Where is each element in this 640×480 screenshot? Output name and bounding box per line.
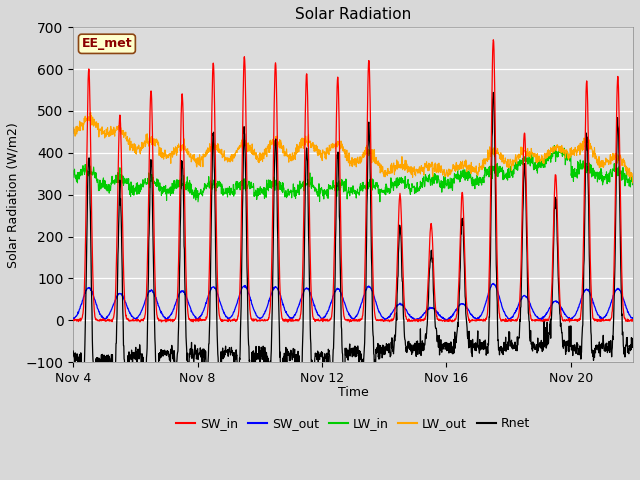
LW_out — [87, 109, 95, 115]
SW_in — [466, 320, 474, 325]
SW_out — [310, 300, 317, 306]
Text: EE_met: EE_met — [82, 37, 132, 50]
SW_out — [629, 315, 637, 321]
LW_out — [429, 166, 437, 171]
SW_out — [69, 315, 77, 321]
Rnet — [553, 210, 561, 216]
Rnet — [69, 348, 77, 354]
SW_in — [429, 252, 437, 258]
SW_in — [553, 186, 561, 192]
LW_in — [550, 143, 558, 148]
SW_in — [102, 317, 110, 323]
LW_in — [367, 181, 375, 187]
SW_in — [310, 316, 317, 322]
SW_out — [429, 306, 437, 312]
LW_out — [629, 180, 637, 186]
Rnet — [103, 352, 111, 358]
SW_out — [319, 316, 326, 322]
LW_out — [629, 176, 637, 182]
LW_in — [194, 199, 202, 204]
Title: Solar Radiation: Solar Radiation — [295, 7, 412, 22]
LW_in — [319, 193, 326, 199]
Rnet — [310, 374, 317, 380]
SW_out — [443, 317, 451, 323]
LW_out — [367, 147, 375, 153]
SW_out — [553, 299, 561, 305]
SW_out — [367, 286, 375, 291]
LW_out — [552, 148, 560, 154]
Rnet — [367, 254, 375, 260]
Rnet — [93, 391, 100, 396]
SW_in — [367, 167, 375, 173]
SW_in — [319, 318, 326, 324]
LW_out — [69, 131, 77, 136]
Y-axis label: Solar Radiation (W/m2): Solar Radiation (W/m2) — [7, 122, 20, 267]
Rnet — [629, 336, 637, 342]
LW_in — [553, 149, 561, 155]
Line: SW_out: SW_out — [73, 284, 633, 320]
SW_in — [490, 37, 497, 43]
Rnet — [319, 359, 326, 364]
LW_in — [310, 183, 317, 189]
Rnet — [490, 90, 497, 96]
LW_in — [629, 175, 637, 181]
Line: SW_in: SW_in — [73, 40, 633, 323]
SW_in — [629, 318, 637, 324]
LW_out — [310, 142, 317, 148]
SW_in — [69, 318, 77, 324]
Line: LW_out: LW_out — [73, 112, 633, 183]
SW_out — [102, 316, 110, 322]
X-axis label: Time: Time — [338, 386, 369, 399]
LW_in — [429, 180, 437, 185]
LW_in — [69, 174, 77, 180]
Rnet — [429, 288, 437, 293]
LW_out — [319, 147, 326, 153]
Line: Rnet: Rnet — [73, 93, 633, 394]
Legend: SW_in, SW_out, LW_in, LW_out, Rnet: SW_in, SW_out, LW_in, LW_out, Rnet — [172, 412, 535, 435]
Line: LW_in: LW_in — [73, 145, 633, 202]
SW_out — [489, 281, 497, 287]
LW_in — [102, 187, 110, 192]
LW_out — [103, 132, 111, 137]
